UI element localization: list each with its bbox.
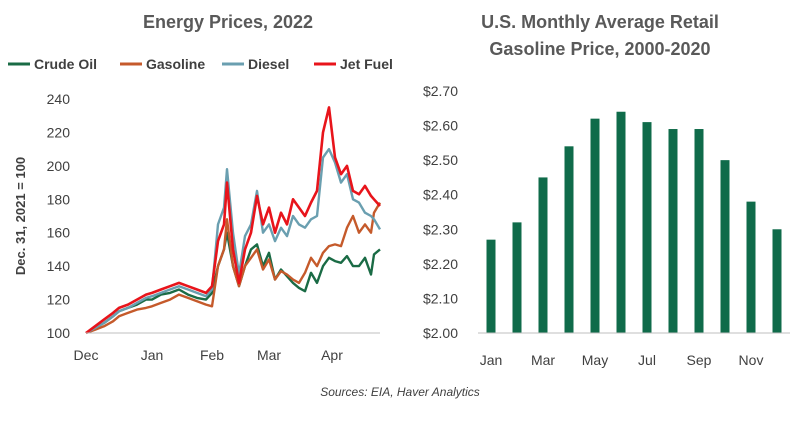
right-chart-title-line-2: Gasoline Price, 2000-2020: [489, 39, 710, 59]
bars: [486, 111, 782, 334]
y-tick-label: $2.50: [423, 152, 458, 168]
bar-dec: [772, 229, 782, 333]
legend-label: Jet Fuel: [340, 56, 393, 72]
legend-item: Diesel: [222, 56, 289, 72]
legend-label: Gasoline: [146, 56, 205, 72]
bar-aug: [668, 129, 678, 333]
y-tick-label: 200: [47, 158, 71, 174]
y-axis-label: Dec. 31, 2021 = 100: [13, 157, 28, 275]
x-tick-label: Sep: [687, 352, 712, 368]
bar-jan: [486, 239, 496, 333]
y-tick-label: 160: [47, 225, 71, 241]
series-line-diesel: [85, 147, 382, 335]
series-line-jet-fuel: [85, 106, 381, 335]
x-axis-ticks: Dec Jan Feb Mar Apr: [74, 347, 344, 363]
y-tick-label: 180: [47, 191, 71, 207]
y-axis-ticks: 100 120 140 160 180 200 220 240: [47, 91, 71, 341]
legend-item: Gasoline: [120, 56, 205, 72]
series-lines: [85, 106, 382, 335]
y-tick-label: $2.70: [423, 83, 458, 99]
x-axis-ticks: Jan Mar May Jul Sep Nov: [480, 352, 764, 368]
bar-oct: [720, 160, 730, 333]
source-note: Sources: EIA, Haver Analytics: [320, 385, 480, 399]
series-line-gasoline: [85, 201, 382, 335]
bar-may: [590, 118, 600, 334]
bar-sep: [694, 129, 704, 333]
line-chart: Energy Prices, 2022 Crude Oil Gasoline Die…: [8, 12, 393, 363]
x-tick-label: Nov: [739, 352, 764, 368]
x-tick-label: Jan: [141, 347, 164, 363]
bar-jun: [616, 111, 626, 333]
y-tick-label: $2.00: [423, 325, 458, 341]
y-tick-label: 120: [47, 292, 71, 308]
x-tick-label: May: [582, 352, 608, 368]
y-tick-label: $2.30: [423, 221, 458, 237]
right-chart-title-line-1: U.S. Monthly Average Retail: [481, 12, 719, 32]
x-tick-label: Apr: [321, 347, 343, 363]
x-tick-label: Jan: [480, 352, 503, 368]
y-tick-label: 220: [47, 124, 71, 140]
legend-label: Crude Oil: [34, 56, 97, 72]
y-tick-label: $2.60: [423, 118, 458, 134]
bar-feb: [512, 222, 522, 333]
legend: Crude Oil Gasoline Diesel Jet Fuel: [8, 56, 393, 72]
x-tick-label: Dec: [74, 347, 99, 363]
bar-chart: U.S. Monthly Average Retail Gasoline Pri…: [423, 12, 790, 368]
legend-label: Diesel: [248, 56, 289, 72]
legend-item: Jet Fuel: [314, 56, 393, 72]
bar-nov: [746, 201, 756, 333]
y-tick-label: $2.40: [423, 187, 458, 203]
series-line-crude-oil: [85, 231, 381, 335]
bar-apr: [564, 146, 574, 333]
y-tick-label: 140: [47, 258, 71, 274]
x-tick-label: Feb: [200, 347, 224, 363]
x-tick-label: Mar: [531, 352, 555, 368]
y-tick-label: 100: [47, 325, 71, 341]
y-axis-ticks: $2.00 $2.10 $2.20 $2.30 $2.40 $2.50 $2.60 $2.70: [423, 83, 458, 341]
legend-item: Crude Oil: [8, 56, 97, 72]
x-tick-label: Mar: [257, 347, 281, 363]
y-tick-label: 240: [47, 91, 71, 107]
y-tick-label: $2.20: [423, 256, 458, 272]
left-chart-title: Energy Prices, 2022: [143, 12, 313, 32]
y-tick-label: $2.10: [423, 290, 458, 306]
bar-mar: [538, 177, 548, 333]
x-tick-label: Jul: [638, 352, 656, 368]
bar-jul: [642, 122, 652, 333]
